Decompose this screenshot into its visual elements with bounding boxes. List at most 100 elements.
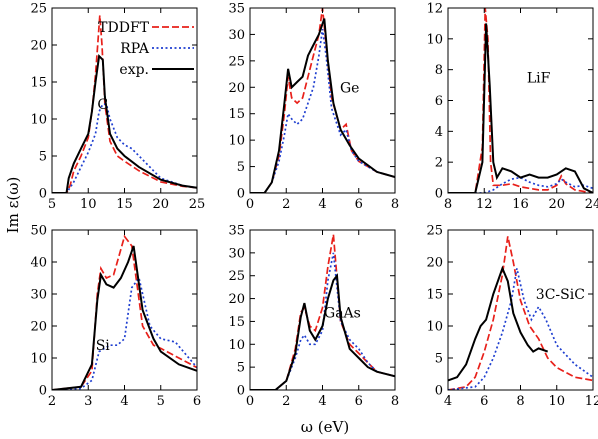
plot-frame xyxy=(51,229,198,391)
y-tick-label: 20 xyxy=(30,320,47,335)
y-tick-label: 15 xyxy=(426,288,443,303)
y-tick-label: 10 xyxy=(228,338,245,353)
series-line-tddft-gaas xyxy=(250,234,395,390)
y-tick-label: 8 xyxy=(435,63,443,78)
y-tick-label: 15 xyxy=(228,315,245,330)
panel-label: GaAs xyxy=(324,305,361,321)
y-tick-label: 20 xyxy=(30,39,47,54)
x-tick-label: 0 xyxy=(246,394,254,409)
y-tick-label: 0 xyxy=(39,384,47,399)
panel-label: 3C-SiC xyxy=(536,287,585,303)
x-tick-label: 6 xyxy=(355,197,363,212)
y-tick-label: 5 xyxy=(39,150,47,165)
y-tick-label: 30 xyxy=(228,246,245,261)
legend-item-exp: exp. xyxy=(119,62,194,78)
figure-xlabel: ω (eV) xyxy=(301,418,349,436)
series-line-tddft-si xyxy=(52,234,197,390)
y-tick-label: 15 xyxy=(30,76,47,91)
y-tick-label: 25 xyxy=(30,2,47,17)
series-line-exp-gaas xyxy=(250,273,395,390)
y-tick-label: 35 xyxy=(228,2,245,17)
y-tick-label: 20 xyxy=(228,292,245,307)
y-tick-label: 0 xyxy=(435,187,443,202)
x-tick-label: 5 xyxy=(157,394,165,409)
y-tick-label: 12 xyxy=(426,2,443,17)
panel-label: Ge xyxy=(340,80,359,96)
y-tick-label: 10 xyxy=(30,113,47,128)
y-tick-label: 10 xyxy=(228,134,245,149)
x-tick-label: 8 xyxy=(391,197,399,212)
x-tick-label: 5 xyxy=(48,197,56,212)
plot-frame xyxy=(447,7,594,194)
series-line-rpa-si xyxy=(52,276,197,390)
panel-label: Si xyxy=(96,338,111,354)
y-tick-label: 15 xyxy=(228,107,245,122)
legend-label: exp. xyxy=(119,62,149,78)
x-tick-label: 4 xyxy=(318,394,326,409)
series-line-tddft-ge xyxy=(250,8,395,193)
x-tick-label: 4 xyxy=(444,394,452,409)
panel-label: LiF xyxy=(527,70,551,86)
y-tick-label: 0 xyxy=(237,384,245,399)
legend-item-rpa: RPA xyxy=(120,41,194,57)
series-line-rpa-lif xyxy=(448,176,593,193)
x-tick-label: 10 xyxy=(548,394,565,409)
y-tick-label: 0 xyxy=(237,187,245,202)
x-tick-label: 16 xyxy=(512,197,529,212)
y-tick-label: 6 xyxy=(435,94,443,109)
series-line-exp-c xyxy=(52,53,197,193)
x-tick-label: 25 xyxy=(189,197,206,212)
x-tick-label: 20 xyxy=(152,197,169,212)
plot-frame xyxy=(249,7,396,194)
series-line-rpa-gaas xyxy=(250,252,395,390)
y-tick-label: 0 xyxy=(435,384,443,399)
x-tick-label: 2 xyxy=(48,394,56,409)
y-tick-label: 30 xyxy=(228,28,245,43)
plot-frame xyxy=(447,229,594,391)
figure-ylabel: Im ε(ω) xyxy=(4,177,22,234)
x-tick-label: 6 xyxy=(355,394,363,409)
x-tick-label: 8 xyxy=(444,197,452,212)
x-tick-label: 20 xyxy=(548,197,565,212)
series-line-tddft-3c-sic xyxy=(448,236,593,390)
y-tick-label: 25 xyxy=(228,54,245,69)
series-line-rpa-3c-sic xyxy=(448,268,593,390)
y-tick-label: 30 xyxy=(30,288,47,303)
y-tick-label: 0 xyxy=(39,187,47,202)
x-tick-label: 8 xyxy=(391,394,399,409)
panel-gaas: 0 2 4 6 8 0 5 10 15 20 25 30 35 GaAs xyxy=(228,224,399,410)
series-line-rpa-c xyxy=(52,103,197,193)
y-tick-label: 5 xyxy=(237,160,245,175)
panel-si: 2 3 4 5 6 0 10 20 30 40 50 Si xyxy=(30,224,201,410)
y-tick-label: 50 xyxy=(30,224,47,239)
x-tick-label: 10 xyxy=(80,197,97,212)
x-tick-label: 6 xyxy=(193,394,201,409)
series-line-exp-si xyxy=(52,245,197,390)
x-tick-label: 3 xyxy=(84,394,92,409)
series-line-exp-lif xyxy=(448,23,593,193)
legend: TDDFT RPA exp. xyxy=(98,20,194,78)
panel-3c-sic: 4 6 8 10 12 0 5 10 15 20 25 3C-SiC xyxy=(426,224,598,410)
x-tick-label: 12 xyxy=(476,197,493,212)
y-tick-label: 10 xyxy=(30,352,47,367)
x-tick-label: 4 xyxy=(120,394,128,409)
x-tick-label: 24 xyxy=(585,197,598,212)
panel-ge: 0 2 4 6 8 0 5 10 15 20 25 30 35 Ge xyxy=(228,2,399,213)
x-tick-label: 0 xyxy=(246,197,254,212)
y-tick-label: 5 xyxy=(435,352,443,367)
x-tick-label: 8 xyxy=(516,394,524,409)
y-tick-label: 10 xyxy=(426,320,443,335)
legend-label: RPA xyxy=(120,41,150,57)
y-tick-label: 25 xyxy=(228,269,245,284)
legend-item-tddft: TDDFT xyxy=(98,20,194,36)
x-tick-label: 4 xyxy=(318,197,326,212)
y-tick-label: 25 xyxy=(426,224,443,239)
series-line-exp-3c-sic xyxy=(448,265,549,382)
y-tick-label: 40 xyxy=(30,256,47,271)
x-tick-label: 12 xyxy=(585,394,598,409)
series-line-tddft-c xyxy=(52,15,197,193)
